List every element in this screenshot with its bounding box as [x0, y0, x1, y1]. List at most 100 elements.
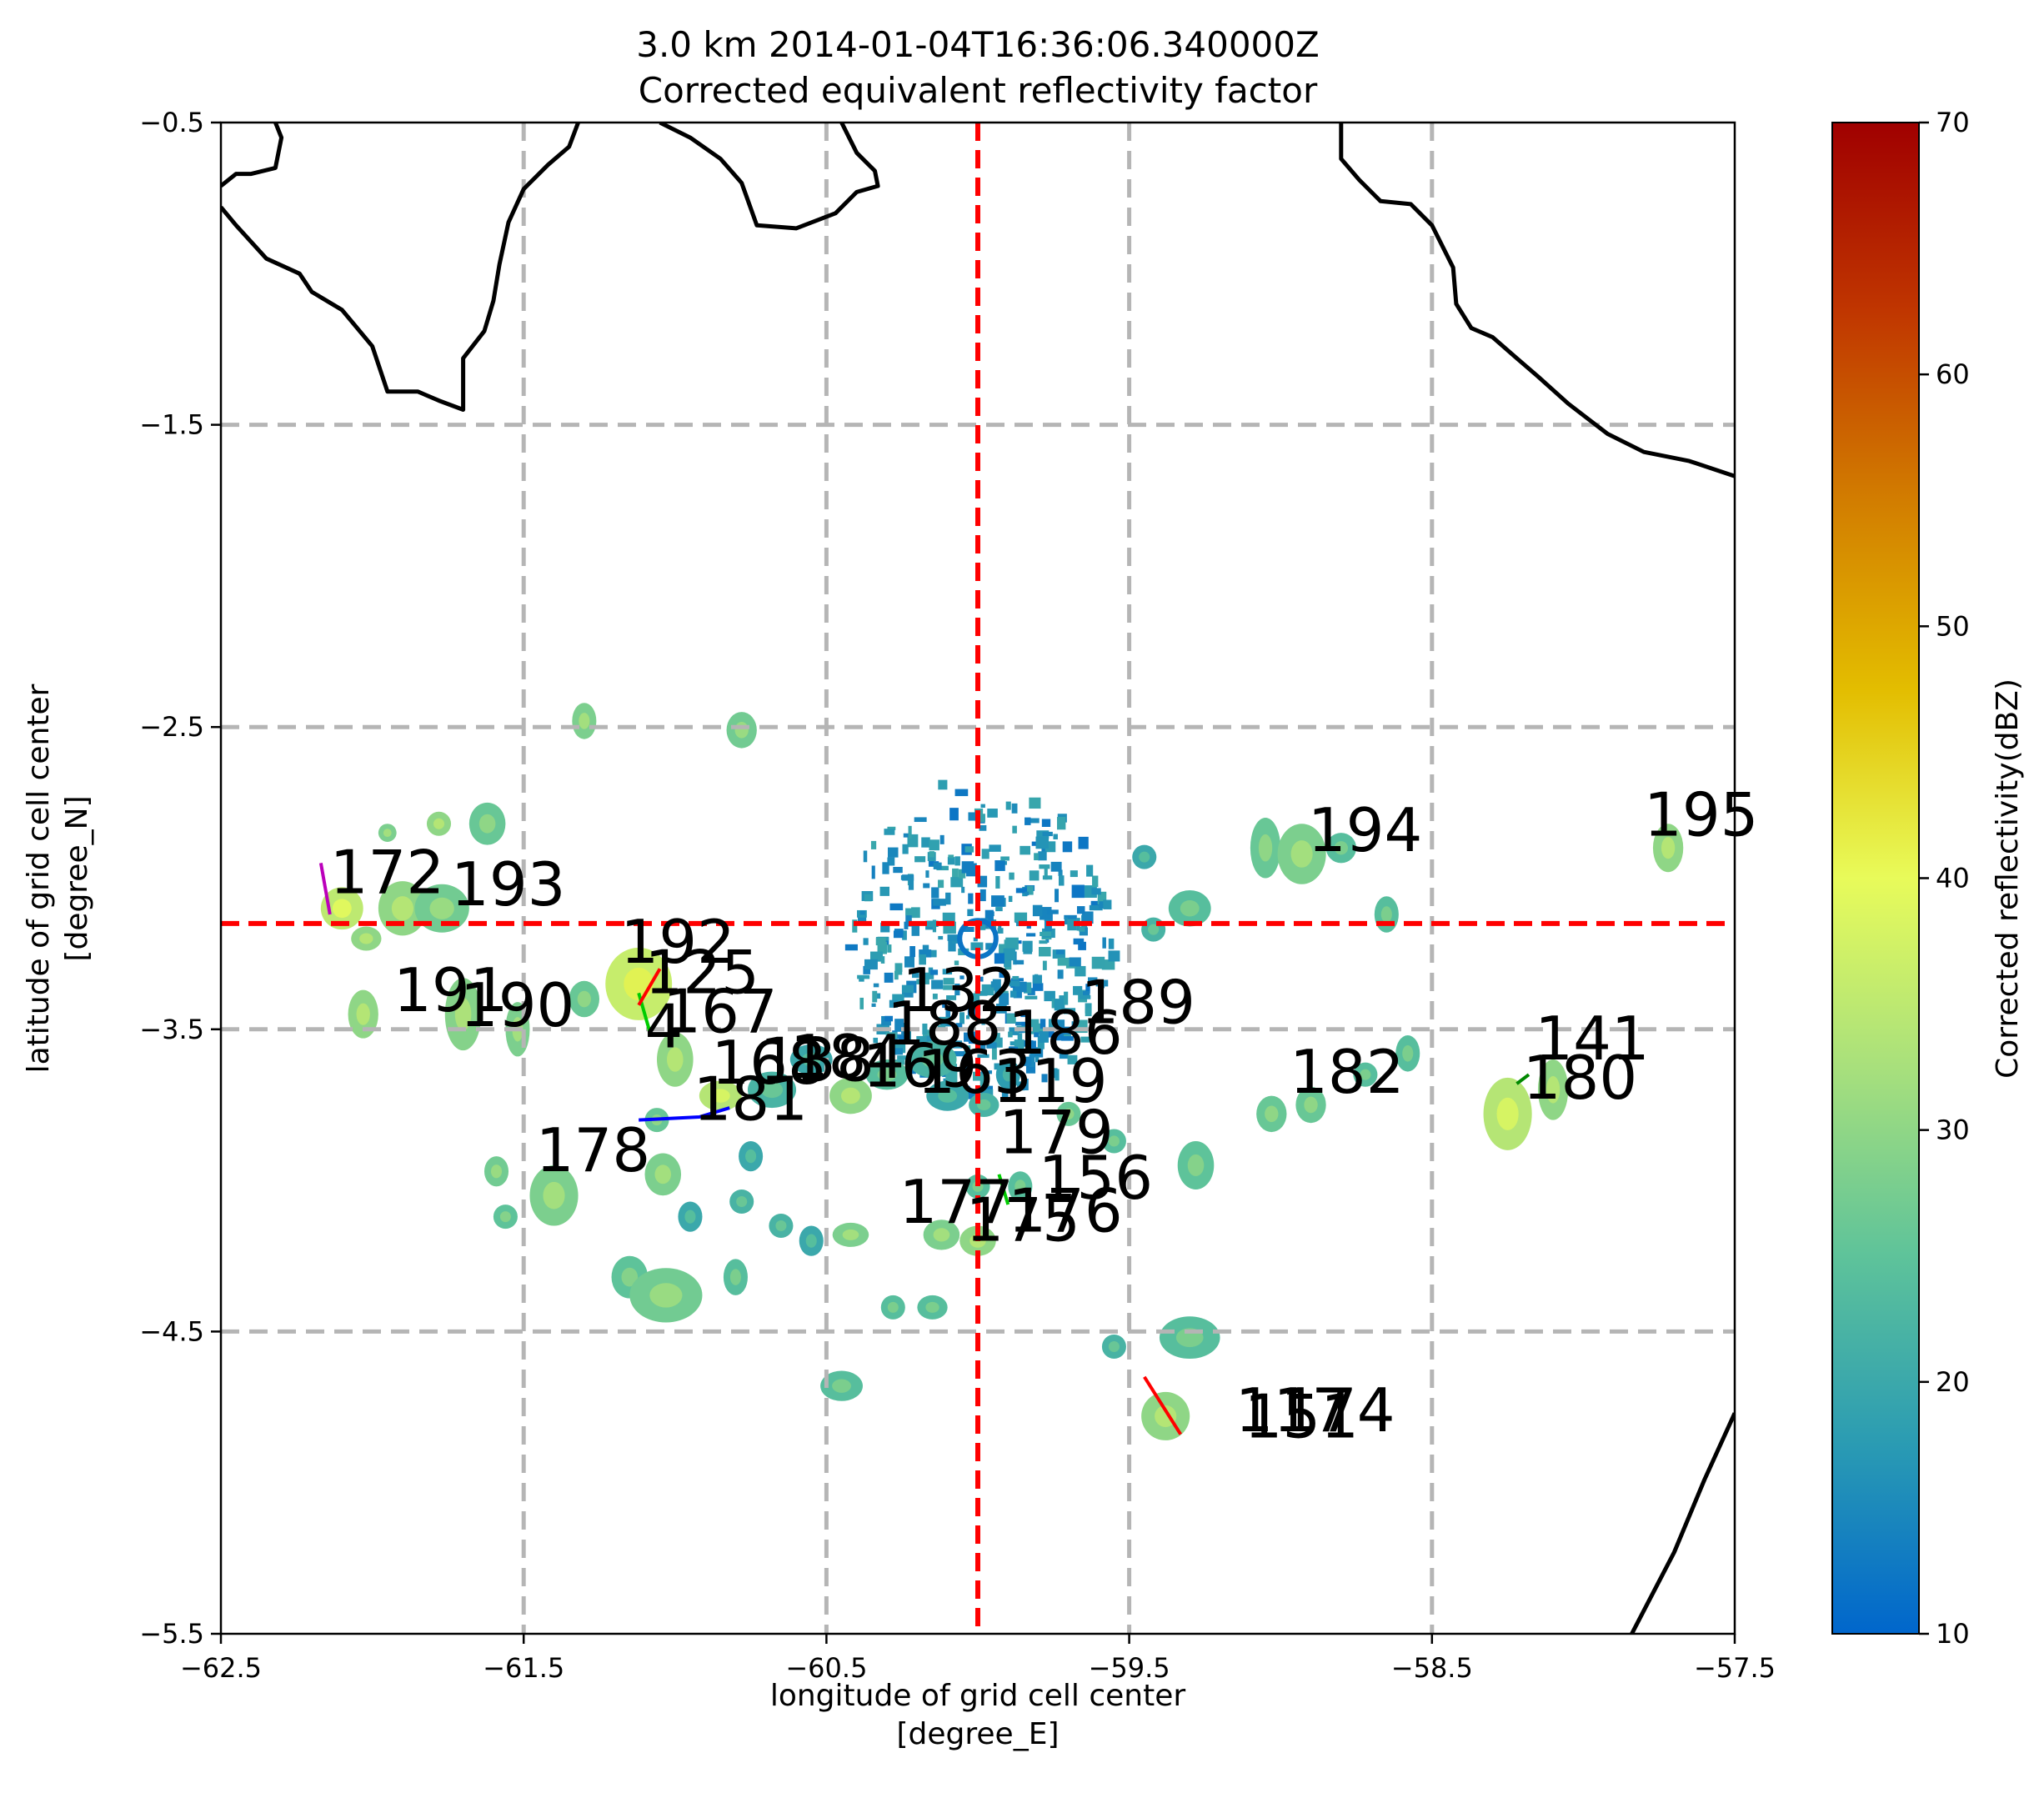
x-axis-label: longitude of grid cell center: [770, 1679, 1186, 1713]
clutter-speck: [899, 1035, 905, 1044]
clutter-speck: [979, 824, 987, 831]
clutter-speck: [922, 1023, 928, 1035]
echo-cell-core: [1180, 899, 1200, 917]
clutter-speck: [887, 826, 896, 830]
x-axis-ticks: −62.5 −61.5 −60.5 −59.5 −58.5 −57.5: [180, 1634, 1776, 1684]
clutter-speck: [909, 946, 915, 958]
clutter-speck: [972, 1071, 984, 1081]
colorbar-tick-label: 40: [1936, 863, 1970, 894]
clutter-speck: [871, 865, 875, 879]
clutter-speck: [959, 975, 964, 979]
clutter-speck: [893, 930, 903, 939]
echo-cell-core: [666, 1047, 684, 1072]
clutter-speck: [874, 993, 881, 999]
clutter-speck: [1021, 1079, 1029, 1090]
clutter-speck: [922, 944, 929, 952]
clutter-speck: [968, 812, 979, 821]
echo-cell-core: [729, 1269, 741, 1285]
clutter-speck: [938, 779, 948, 790]
clutter-speck: [908, 825, 912, 839]
colorbar-tick-label: 50: [1936, 610, 1970, 642]
clutter-speck: [1102, 937, 1106, 949]
clutter-speck: [1026, 924, 1031, 929]
echo-cell-core: [499, 1211, 511, 1223]
clutter-speck: [1059, 1050, 1069, 1059]
clutter-speck: [938, 879, 944, 889]
clutter-speck: [1012, 825, 1017, 834]
clutter-speck: [923, 883, 930, 889]
clutter-speck: [1044, 866, 1048, 880]
clutter-speck: [980, 804, 985, 809]
echo-cell-core: [933, 1228, 950, 1242]
clutter-speck: [999, 993, 1009, 1005]
clutter-speck: [863, 938, 869, 945]
echo-cell-core: [921, 1051, 944, 1068]
clutter-speck: [1058, 869, 1063, 876]
echo-cell-core: [478, 814, 496, 834]
clutter-speck: [900, 875, 914, 880]
clutter-speck: [1092, 875, 1099, 888]
clutter-speck: [981, 1070, 993, 1074]
clutter-speck: [936, 865, 949, 871]
cell-id-label: 190: [460, 970, 574, 1040]
clutter-speck: [1014, 1021, 1027, 1026]
clutter-speck: [959, 1012, 965, 1024]
clutter-speck: [1041, 819, 1051, 827]
clutter-speck: [893, 866, 903, 874]
clutter-speck: [902, 844, 909, 854]
clutter-speck: [1022, 940, 1033, 952]
echo-cell-core: [490, 1164, 503, 1179]
clutter-speck: [859, 977, 864, 982]
echo-cell-core: [805, 1234, 817, 1248]
clutter-speck: [939, 1016, 950, 1024]
clutter-speck: [1020, 1009, 1028, 1018]
cell-id-label: 156: [1039, 1143, 1153, 1213]
clutter-speck: [884, 1015, 894, 1022]
clutter-speck: [1015, 888, 1029, 894]
grid-lines: [221, 123, 1735, 1634]
clutter-speck: [903, 833, 911, 838]
clutter-speck: [1064, 914, 1077, 920]
clutter-speck: [994, 985, 999, 996]
clutter-speck: [985, 943, 995, 950]
clutter-speck: [1016, 1081, 1025, 1091]
clutter-speck: [864, 894, 872, 902]
clutter-speck: [1108, 938, 1115, 949]
coastline: [221, 123, 284, 188]
clutter-speck: [925, 870, 929, 878]
clutter-speck: [949, 808, 959, 821]
coastline: [221, 123, 580, 412]
clutter-speck: [1081, 911, 1094, 924]
clutter-speck: [989, 844, 1001, 852]
x-tick-label: −60.5: [785, 1652, 867, 1684]
clutter-speck: [1059, 995, 1068, 1002]
echo-cell-core: [1014, 1179, 1026, 1194]
clutter-speck: [949, 1040, 963, 1049]
echo-cell-core: [391, 896, 413, 921]
clutter-speck: [979, 1074, 989, 1088]
clutter-speck: [1025, 1062, 1036, 1074]
clutter-speck: [950, 877, 964, 888]
clutter-speck: [931, 887, 939, 899]
clutter-speck: [894, 963, 903, 973]
echo-cell-core: [454, 998, 472, 1031]
echo-cell-core: [925, 1301, 939, 1313]
cell-id-label: 4: [644, 992, 683, 1062]
cell-id-label: 168: [711, 1028, 825, 1098]
clutter-speck: [998, 922, 1002, 932]
echo-cell-core: [977, 1099, 991, 1110]
clutter-speck: [944, 1022, 954, 1027]
clutter-speck: [938, 935, 944, 940]
clutter-speck: [1061, 1036, 1074, 1041]
echo-cell-core: [877, 1068, 897, 1082]
clutter-speck: [894, 1019, 904, 1032]
cell-id-label: 167: [663, 976, 777, 1046]
clutter-speck: [995, 1004, 1007, 1014]
colorbar-tick-label: 30: [1936, 1114, 1970, 1146]
y-tick-label: −0.5: [139, 107, 204, 138]
clutter-speck: [914, 856, 926, 863]
clutter-speck: [990, 981, 997, 988]
clutter-speck: [929, 851, 934, 858]
clutter-speck: [1005, 801, 1011, 810]
clutter-speck: [1024, 1056, 1032, 1066]
